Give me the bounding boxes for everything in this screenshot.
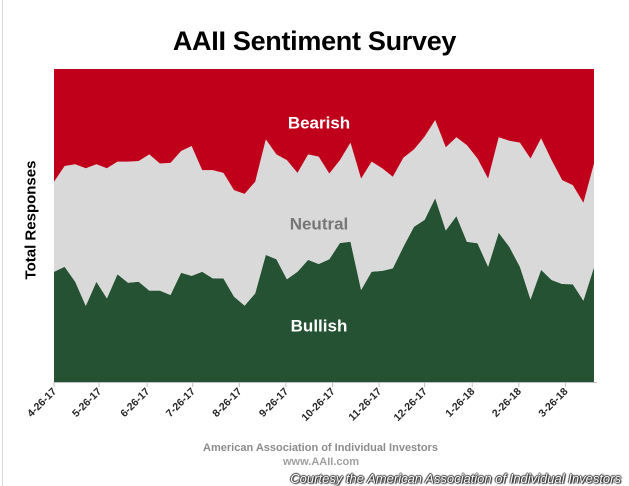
x-tick-label: 1-26-18 [443, 386, 477, 420]
source-text: American Association of Individual Inves… [203, 442, 438, 454]
chart-title: AAII Sentiment Survey [172, 26, 457, 56]
x-tick-label: 8-26-17 [210, 386, 244, 420]
x-tick-label: 5-26-17 [70, 386, 104, 420]
website-text: www.AAII.com [283, 456, 359, 468]
x-tick-label: 12-26-17 [392, 386, 430, 424]
area-neutral [54, 120, 594, 306]
series-label-neutral: Neutral [290, 214, 349, 233]
x-tick-label: 7-26-17 [164, 386, 198, 420]
courtesy-watermark: Courtesy the American Association of Ind… [290, 471, 621, 486]
area-bearish [54, 69, 594, 203]
x-tick-label: 6-26-17 [118, 386, 152, 420]
x-tick-label: 9-26-17 [257, 386, 291, 420]
area-bullish [54, 198, 594, 382]
series-label-bullish: Bullish [291, 316, 348, 335]
x-tick-label: 2-26-18 [490, 386, 524, 420]
left-border [2, 0, 3, 486]
x-tick-label: 3-26-18 [536, 386, 570, 420]
x-tick-label: 11-26-17 [346, 386, 384, 424]
x-tick-label: 4-26-17 [25, 386, 59, 420]
x-tick-label: 10-26-17 [299, 386, 337, 424]
series-label-bearish: Bearish [288, 113, 350, 132]
